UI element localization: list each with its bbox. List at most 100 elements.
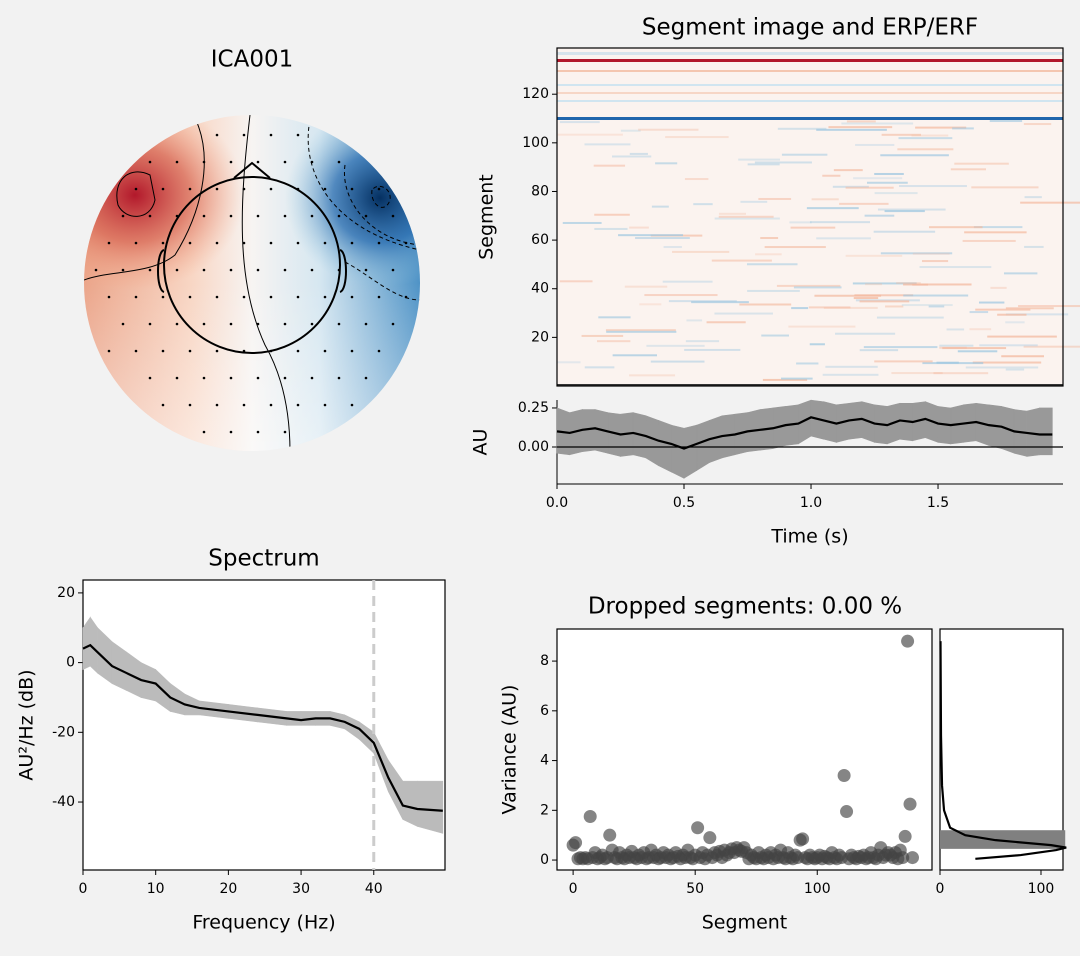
sensor (161, 403, 165, 407)
sensor (391, 268, 395, 272)
sensor (256, 430, 260, 434)
sensor (242, 187, 246, 191)
texture (863, 346, 938, 349)
sensor (350, 241, 354, 245)
sensor (283, 376, 287, 380)
texture (903, 283, 972, 286)
sensor (215, 133, 219, 137)
texture (822, 373, 879, 376)
texture (650, 360, 705, 363)
texture (711, 259, 772, 262)
texture (880, 154, 949, 157)
sensor (269, 187, 273, 191)
texture (1020, 201, 1080, 204)
texture (874, 172, 904, 175)
texture (1018, 305, 1080, 308)
texture (990, 286, 1007, 289)
sensor (404, 241, 408, 245)
x-tick-label: 0 (569, 881, 578, 897)
sensor (229, 268, 233, 272)
kde-line (939, 641, 1067, 860)
sensor (283, 214, 287, 218)
sensor (256, 376, 260, 380)
texture (691, 301, 749, 304)
sensor (242, 133, 246, 137)
sensor (134, 349, 138, 353)
texture (939, 346, 967, 349)
y-tick-label: 100 (522, 135, 549, 151)
point (903, 797, 917, 811)
sensor (337, 214, 341, 218)
texture (964, 231, 1027, 234)
texture (873, 230, 936, 233)
texture (1001, 355, 1045, 358)
band-segment (1039, 407, 1053, 456)
texture (781, 153, 828, 156)
sensor (175, 322, 179, 326)
y-axis-label: Segment (476, 174, 498, 260)
sensor (175, 376, 179, 380)
texture (557, 361, 581, 364)
texture (762, 378, 808, 381)
sensor (337, 322, 341, 326)
y-tick-label: 2 (540, 802, 549, 818)
sensor (121, 268, 125, 272)
sensor (202, 160, 206, 164)
texture (760, 237, 779, 240)
sensor (202, 430, 206, 434)
texture (665, 136, 729, 139)
point (901, 634, 915, 648)
x-tick-label: 10 (147, 881, 165, 897)
y-tick-label: 0 (540, 852, 549, 868)
topomap (84, 115, 420, 451)
sensor (161, 349, 165, 353)
sensor (148, 268, 152, 272)
texture (915, 126, 967, 129)
texture (559, 280, 593, 283)
point (837, 768, 851, 782)
texture (738, 158, 780, 161)
texture (714, 217, 780, 220)
texture (957, 350, 998, 353)
mean-line (82, 643, 443, 812)
texture (933, 372, 989, 375)
texture (946, 328, 965, 331)
band-segment (683, 424, 698, 479)
x-tick-label: 0.0 (546, 495, 568, 511)
texture (823, 306, 878, 309)
x-axis-label: Segment (702, 912, 788, 934)
sensor (350, 403, 354, 407)
texture (809, 343, 825, 346)
texture (866, 181, 908, 184)
texture (761, 334, 789, 337)
texture (954, 162, 1009, 165)
y-tick-label: 20 (531, 329, 549, 345)
texture (897, 148, 954, 151)
texture (877, 208, 946, 211)
sensor (377, 241, 381, 245)
texture (845, 186, 894, 189)
texture (714, 312, 773, 315)
texture (740, 200, 768, 203)
texture (852, 282, 917, 285)
texture (939, 344, 974, 347)
texture (912, 252, 950, 255)
x-tick-label: 1.5 (927, 495, 949, 511)
y-tick-label: -40 (52, 794, 75, 810)
texture (854, 294, 914, 297)
texture (881, 133, 922, 136)
sensor (188, 349, 192, 353)
axes-title: Segment image and ERP/ERF (642, 15, 978, 41)
sensor (323, 187, 327, 191)
sensor (364, 322, 368, 326)
sensor (283, 268, 287, 272)
texture (791, 307, 809, 310)
texture (796, 362, 819, 365)
texture (747, 289, 800, 292)
sensor (296, 187, 300, 191)
sensor (107, 241, 111, 245)
point (898, 829, 912, 843)
x-tick-label: 0 (936, 881, 945, 897)
texture (950, 168, 986, 171)
point (569, 836, 583, 850)
